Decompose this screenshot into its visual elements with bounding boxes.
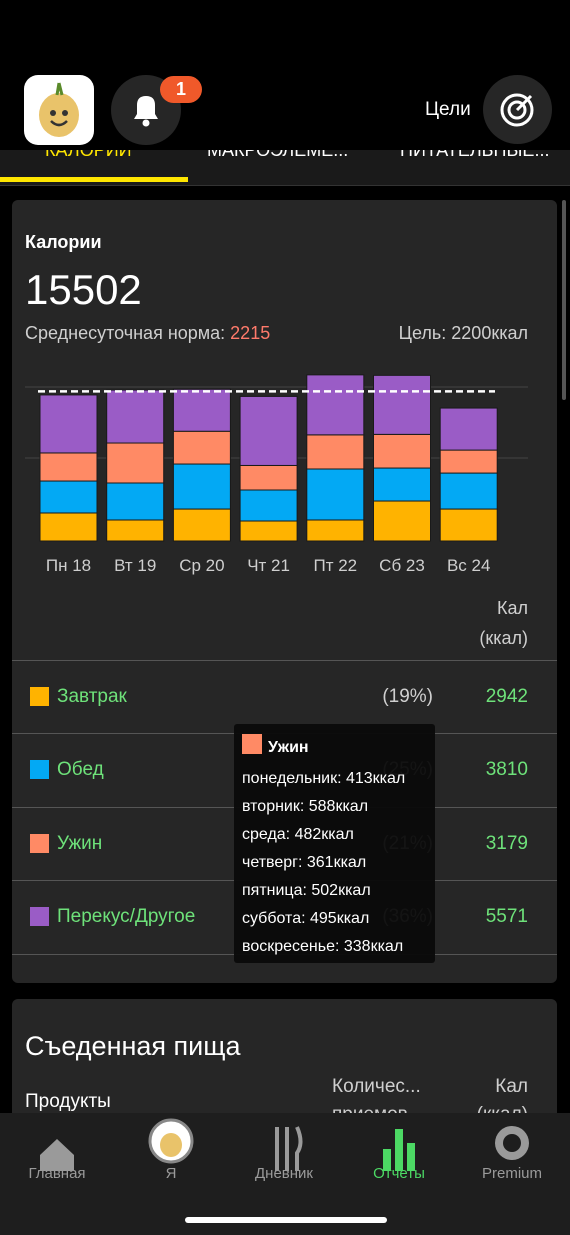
row-value: 5571 bbox=[485, 905, 528, 927]
row-name: Перекус/Другое bbox=[57, 905, 196, 927]
nav-item[interactable]: Отчеты bbox=[373, 1165, 425, 1182]
x-tick-label: Пн 18 bbox=[46, 556, 91, 575]
x-tick-label: Ср 20 bbox=[179, 556, 224, 575]
legend-swatch bbox=[30, 760, 49, 780]
food-col: Кал bbox=[495, 1076, 528, 1097]
bar-segment bbox=[239, 520, 298, 542]
nav-icons bbox=[40, 1118, 529, 1223]
bar-segment bbox=[439, 449, 498, 474]
nav-item[interactable]: Premium bbox=[481, 1165, 542, 1182]
nav-item[interactable]: Я bbox=[165, 1165, 177, 1182]
legend-swatch bbox=[30, 687, 49, 706]
bar-segment bbox=[172, 388, 231, 432]
col-header: Кал bbox=[497, 598, 528, 618]
x-tick-label: Вт 19 bbox=[114, 556, 156, 575]
row-name: Завтрак bbox=[57, 686, 127, 707]
tooltip: Ужин понедельник: 413ккал вторник: 588кка… bbox=[234, 724, 435, 963]
chart: Пн 18 Вт 19 Ср 20 Чт 21 Пт 22 Сб 23 Вс 24 bbox=[25, 374, 528, 575]
x-tick-label: Чт 21 bbox=[247, 556, 290, 575]
avg-label: Среднесуточная норма: bbox=[25, 323, 231, 343]
bar-segment bbox=[106, 519, 165, 542]
x-tick-label: Пт 22 bbox=[313, 556, 357, 575]
goals-button[interactable] bbox=[483, 75, 552, 144]
bar-segment bbox=[306, 519, 365, 542]
tooltip-title: Ужин bbox=[268, 739, 309, 756]
avg: Среднесуточная норма: 2215 bbox=[25, 323, 270, 344]
tooltip-line: четверг: 361ккал bbox=[242, 854, 367, 871]
scrollbar bbox=[562, 200, 566, 400]
tab-indicator bbox=[0, 177, 188, 182]
col-header: (ккал) bbox=[479, 628, 528, 648]
bar-segment bbox=[39, 394, 98, 454]
row-name: Ужин bbox=[57, 832, 103, 854]
x-tick-label: Сб 23 bbox=[379, 556, 425, 575]
target-icon bbox=[500, 93, 534, 127]
bar-segment bbox=[439, 508, 498, 542]
tooltip-line: вторник: 588ккал bbox=[242, 798, 369, 815]
tooltip-line: среда: 482ккал bbox=[242, 826, 354, 843]
food-title: Съеденная пища bbox=[25, 1031, 241, 1061]
bar-segment bbox=[106, 389, 165, 444]
nav-item[interactable]: Дневник bbox=[255, 1165, 313, 1182]
bar-segment bbox=[373, 374, 431, 435]
nav-item[interactable]: Главная bbox=[28, 1165, 86, 1182]
row-percent: (19%) bbox=[382, 686, 433, 707]
bar-segment bbox=[439, 472, 498, 510]
bar-segment bbox=[39, 452, 98, 482]
tooltip-line: понедельник: 413ккал bbox=[242, 770, 406, 787]
bar-segment bbox=[172, 508, 231, 542]
bottom-nav bbox=[0, 1113, 570, 1235]
row-name: Обед bbox=[57, 759, 104, 781]
row-value: 3179 bbox=[485, 832, 528, 854]
bar-segment bbox=[172, 463, 231, 510]
goals-label[interactable]: Цели bbox=[425, 99, 471, 120]
bar-segment bbox=[373, 500, 431, 542]
bell-icon bbox=[134, 96, 158, 127]
header: 1 Цели bbox=[0, 0, 570, 150]
total: 15502 bbox=[25, 266, 142, 313]
bar-segment bbox=[306, 374, 365, 436]
tooltip-line: пятница: 502ккал bbox=[242, 882, 371, 899]
bar-segment bbox=[239, 395, 298, 466]
food-col: Количес... bbox=[332, 1076, 421, 1097]
bar-segment bbox=[106, 442, 165, 484]
avg-value: 2215 bbox=[230, 323, 271, 343]
bar-segment bbox=[39, 512, 98, 542]
onion-icon bbox=[39, 82, 79, 137]
tooltip-swatch bbox=[242, 734, 262, 754]
bar-segment bbox=[239, 489, 298, 522]
x-tick-label: Вс 24 bbox=[447, 556, 490, 575]
tooltip-line: суббота: 495ккал bbox=[242, 910, 370, 927]
bar-segment bbox=[439, 407, 498, 451]
legend-swatch bbox=[30, 906, 49, 926]
food-col: Продукты bbox=[25, 1091, 111, 1112]
bar-segment bbox=[373, 433, 431, 469]
tooltip-line: воскресенье: 338ккал bbox=[242, 938, 404, 955]
bar-segment bbox=[106, 482, 165, 521]
bar-segment bbox=[239, 464, 298, 491]
bar-segment bbox=[373, 467, 431, 502]
badge: 1 bbox=[160, 76, 202, 103]
bar-segment bbox=[39, 480, 98, 514]
row-value: 2942 bbox=[485, 686, 528, 707]
app-icon[interactable] bbox=[24, 75, 94, 145]
card-title: Калории bbox=[25, 232, 102, 252]
legend-swatch bbox=[30, 833, 49, 853]
bar-segment bbox=[306, 468, 365, 521]
bar-segment bbox=[306, 434, 365, 470]
row-value: 3810 bbox=[485, 759, 528, 781]
bar-segment bbox=[172, 430, 231, 465]
goal-label: Цель: 2200ккал bbox=[398, 323, 528, 343]
row-separator bbox=[12, 660, 557, 661]
